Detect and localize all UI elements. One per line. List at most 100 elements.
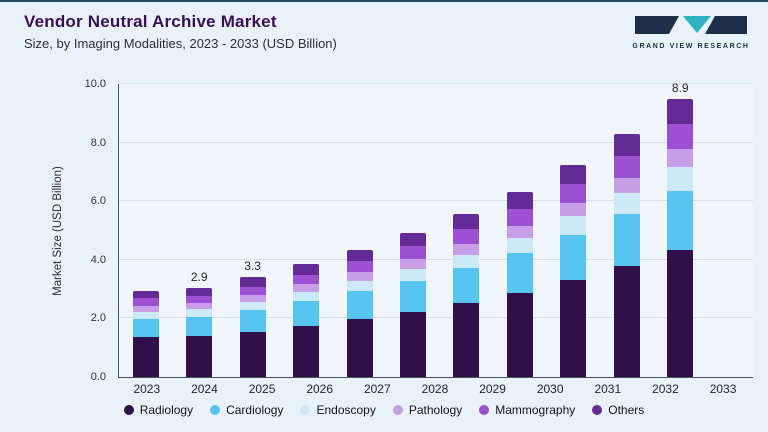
legend-color-dot-icon: [479, 405, 490, 415]
bar-stack: [613, 84, 640, 377]
legend-item-pathology: Pathology: [392, 403, 462, 417]
header: Vendor Neutral Archive Market Size, by I…: [24, 12, 337, 51]
bar-segment-endoscopy: [293, 291, 320, 302]
stacked-bar-2024: 2.9: [179, 84, 219, 377]
bar-segment-mammography: [506, 209, 533, 226]
bar-segment-cardiology: [506, 253, 533, 293]
bar-segment-cardiology: [132, 319, 159, 338]
bar-segment-mammography: [186, 295, 213, 304]
x-axis-tick-label: 2024: [191, 382, 218, 396]
bar-value-label: 8.9: [671, 80, 689, 95]
bar-segment-pathology: [560, 202, 587, 217]
x-axis-tick-label: 2032: [652, 382, 679, 396]
bar-stack: [132, 84, 159, 377]
bar-segment-cardiology: [239, 310, 266, 332]
bar-segment-endoscopy: [186, 309, 213, 317]
bar-segment-pathology: [239, 295, 266, 302]
gridline: [119, 141, 753, 143]
bar-segment-mammography: [346, 261, 373, 273]
bar-segment-endoscopy: [346, 280, 373, 292]
legend-color-dot-icon: [123, 405, 134, 415]
bar-segment-others: [560, 164, 587, 184]
x-axis-tick-label: 2025: [248, 382, 276, 396]
gridline: [119, 200, 753, 202]
bar-segment-radiology: [506, 292, 533, 377]
bar-segment-others: [453, 214, 480, 230]
y-axis-tick-label: 2.0: [90, 312, 106, 325]
bar-segment-radiology: [453, 303, 480, 377]
bar-segment-radiology: [346, 319, 373, 377]
gridline: [119, 317, 753, 319]
bar-stack: [239, 84, 266, 377]
bar-segment-pathology: [186, 303, 213, 310]
bar-segment-endoscopy: [506, 237, 533, 254]
bar-segment-endoscopy: [613, 193, 640, 215]
stacked-bar-2029: [446, 84, 486, 377]
bar-segment-endoscopy: [560, 216, 587, 235]
bar-segment-cardiology: [293, 301, 320, 326]
bar-segment-radiology: [613, 266, 640, 377]
x-axis-tick-label: 2026: [306, 382, 334, 396]
bar-segment-mammography: [399, 246, 426, 260]
stacked-bar-2027: [340, 84, 380, 377]
legend-item-radiology: Radiology: [123, 403, 194, 417]
bar-segment-radiology: [186, 335, 213, 377]
plot-area: 2.9 3.3 8.9: [118, 80, 753, 378]
gridline: [119, 258, 753, 260]
legend-label: Radiology: [139, 403, 194, 417]
stacked-bar-2031: [553, 84, 593, 377]
legend-color-dot-icon: [210, 405, 221, 415]
bar-segment-cardiology: [399, 280, 426, 312]
stacked-bar-2032: [607, 84, 647, 377]
bar-segment-cardiology: [560, 234, 587, 281]
bar-segment-pathology: [506, 225, 533, 238]
bar-segment-cardiology: [453, 268, 480, 304]
x-axis-tick-label: 2023: [133, 382, 161, 396]
legend-item-cardiology: Cardiology: [210, 403, 283, 417]
bar-segment-pathology: [667, 148, 694, 167]
bar-stack: [186, 84, 213, 377]
bar-segment-others: [293, 264, 320, 275]
bar-segment-others: [346, 249, 373, 262]
gridline: [119, 83, 753, 84]
bar-segment-mammography: [293, 274, 320, 285]
bar-segment-others: [613, 133, 640, 156]
bar-segment-pathology: [132, 306, 159, 312]
legend-color-dot-icon: [300, 405, 311, 415]
legend-color-dot-icon: [392, 405, 403, 415]
bar-segment-pathology: [293, 284, 320, 292]
bar-segment-mammography: [453, 229, 480, 244]
stacked-bar-2026: [286, 84, 326, 377]
legend-item-others: Others: [592, 403, 644, 417]
bar-stack: [560, 84, 587, 377]
bar-stack: [346, 84, 373, 377]
bar-value-label: 2.9: [190, 269, 208, 284]
stacked-bar-2030: [500, 84, 540, 377]
bar-segment-others: [399, 233, 426, 247]
bar-stack: [399, 84, 426, 377]
page-subtitle: Size, by Imaging Modalities, 2023 - 2033…: [24, 36, 337, 51]
bar-segment-endoscopy: [399, 268, 426, 281]
bar-segment-mammography: [239, 286, 266, 296]
bar-segment-mammography: [667, 123, 694, 149]
bar-segment-cardiology: [346, 291, 373, 319]
y-axis-tick-label: 8.0: [90, 136, 106, 149]
bar-segment-pathology: [613, 177, 640, 194]
bar-segment-others: [667, 98, 694, 124]
bar-segment-radiology: [667, 250, 694, 377]
bar-segment-radiology: [239, 331, 266, 377]
x-axis-tick-label: 2029: [479, 382, 506, 396]
bar-segment-others: [186, 287, 213, 296]
grand-view-research-logo: GRAND VIEW RESEARCH: [630, 15, 752, 50]
legend-label: Cardiology: [226, 403, 284, 417]
bar-segment-others: [132, 290, 159, 299]
bar-stack: [667, 84, 694, 377]
legend: Radiology Cardiology Endoscopy Pathology Mam…: [0, 403, 768, 417]
bars-container: 2.9 3.3 8.9: [119, 80, 753, 377]
legend-label: Mammography: [495, 403, 576, 417]
bar-segment-mammography: [132, 298, 159, 307]
bar-segment-radiology: [293, 325, 320, 377]
y-axis-tick-label: 6.0: [90, 195, 106, 208]
x-axis-tick-label: 2031: [594, 382, 622, 396]
x-axis-tick-label: 2033: [709, 382, 737, 396]
